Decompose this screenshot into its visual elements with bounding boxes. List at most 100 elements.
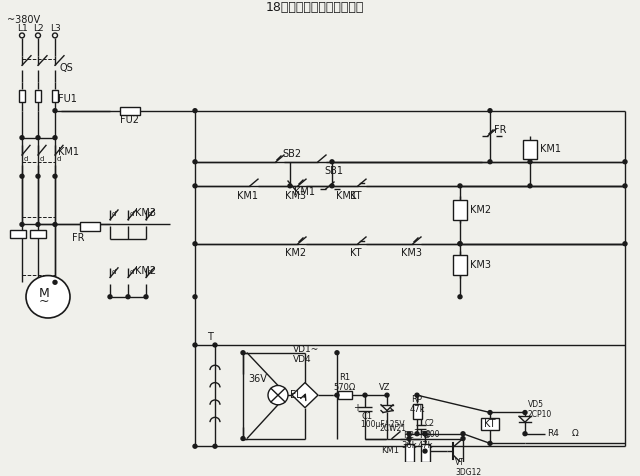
Bar xyxy=(80,221,100,231)
Circle shape xyxy=(523,432,527,436)
Text: KM3: KM3 xyxy=(135,208,156,218)
Circle shape xyxy=(241,351,245,355)
Circle shape xyxy=(20,174,24,178)
Text: FU2: FU2 xyxy=(120,115,139,125)
Text: KM3: KM3 xyxy=(401,248,422,258)
Bar xyxy=(19,90,25,102)
Text: d: d xyxy=(130,269,134,275)
Text: ~380V: ~380V xyxy=(7,15,40,25)
Circle shape xyxy=(213,343,217,347)
Circle shape xyxy=(193,109,197,113)
Circle shape xyxy=(528,184,532,188)
Circle shape xyxy=(415,393,419,397)
Text: 100μF/ 25V: 100μF/ 25V xyxy=(361,419,404,428)
Text: VD5
2CP10: VD5 2CP10 xyxy=(528,400,552,419)
Circle shape xyxy=(488,109,492,113)
Bar xyxy=(120,107,140,115)
Circle shape xyxy=(53,174,57,178)
Circle shape xyxy=(488,160,492,164)
Text: Ω: Ω xyxy=(572,429,579,438)
Circle shape xyxy=(423,432,427,436)
Circle shape xyxy=(458,242,462,246)
Circle shape xyxy=(193,242,197,246)
Bar xyxy=(523,139,537,159)
Circle shape xyxy=(144,295,148,299)
Circle shape xyxy=(193,184,197,188)
Text: d: d xyxy=(148,269,152,275)
Text: d: d xyxy=(40,156,44,162)
Circle shape xyxy=(36,136,40,139)
Circle shape xyxy=(36,174,40,178)
Circle shape xyxy=(26,276,70,318)
Text: KT: KT xyxy=(350,248,362,258)
Text: FR: FR xyxy=(72,233,84,243)
Circle shape xyxy=(488,411,492,415)
Circle shape xyxy=(330,160,334,164)
Circle shape xyxy=(20,136,24,139)
Circle shape xyxy=(461,432,465,436)
Text: RP
47k: RP 47k xyxy=(409,395,425,415)
Text: R1
570Ω: R1 570Ω xyxy=(334,373,356,392)
Circle shape xyxy=(623,184,627,188)
Text: QS: QS xyxy=(59,63,73,73)
Circle shape xyxy=(53,109,57,113)
Text: d: d xyxy=(148,211,152,217)
Text: ~: ~ xyxy=(39,295,49,308)
Circle shape xyxy=(126,295,130,299)
Text: R4: R4 xyxy=(547,429,559,438)
Text: SB1: SB1 xyxy=(324,167,343,177)
Circle shape xyxy=(458,242,462,246)
Circle shape xyxy=(335,351,339,355)
Text: FU1: FU1 xyxy=(58,94,77,104)
Text: d: d xyxy=(112,211,116,217)
Text: C2
200: C2 200 xyxy=(425,419,440,438)
Text: T: T xyxy=(207,332,213,342)
Circle shape xyxy=(330,184,334,188)
Bar xyxy=(453,200,467,219)
Text: d: d xyxy=(24,156,28,162)
Circle shape xyxy=(528,160,532,164)
Circle shape xyxy=(523,411,527,415)
Circle shape xyxy=(36,222,40,227)
Text: VD1~
VD4: VD1~ VD4 xyxy=(293,345,319,364)
Text: FR: FR xyxy=(494,125,506,135)
Text: KM3: KM3 xyxy=(285,190,307,200)
Polygon shape xyxy=(292,383,318,407)
Bar xyxy=(420,444,429,462)
Bar xyxy=(481,418,499,430)
Bar xyxy=(413,404,422,419)
Text: C1: C1 xyxy=(361,412,372,421)
Text: KM1: KM1 xyxy=(336,190,357,200)
Text: 2CW21: 2CW21 xyxy=(379,425,406,433)
Circle shape xyxy=(623,242,627,246)
Circle shape xyxy=(458,295,462,299)
Text: VZ: VZ xyxy=(379,383,390,392)
Text: KM2: KM2 xyxy=(285,248,307,258)
Text: M: M xyxy=(38,288,49,300)
Text: d: d xyxy=(112,269,116,275)
Circle shape xyxy=(193,444,197,448)
Circle shape xyxy=(461,436,465,440)
Circle shape xyxy=(407,436,411,440)
Bar xyxy=(30,230,46,238)
Text: 36V: 36V xyxy=(248,374,267,384)
Circle shape xyxy=(458,184,462,188)
Text: VT
3DG12: VT 3DG12 xyxy=(455,458,481,476)
Circle shape xyxy=(268,386,288,405)
Bar xyxy=(52,90,58,102)
Circle shape xyxy=(193,343,197,347)
Circle shape xyxy=(415,432,419,436)
Text: KM1: KM1 xyxy=(237,190,259,200)
Bar xyxy=(35,90,41,102)
Text: KT: KT xyxy=(484,419,496,429)
Text: KM2: KM2 xyxy=(470,205,491,215)
Text: KT: KT xyxy=(350,190,362,200)
Text: R3
47k: R3 47k xyxy=(417,431,433,450)
Circle shape xyxy=(193,160,197,164)
Bar xyxy=(404,444,413,462)
Text: EL: EL xyxy=(290,390,301,400)
Circle shape xyxy=(488,441,492,445)
Circle shape xyxy=(193,295,197,299)
Text: KM2: KM2 xyxy=(135,266,156,276)
Circle shape xyxy=(213,444,217,448)
